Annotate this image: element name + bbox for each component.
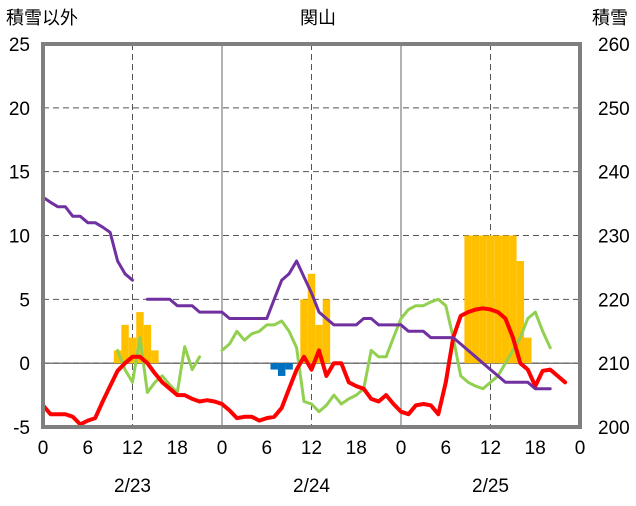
- bar: [121, 324, 129, 364]
- bar: [486, 235, 495, 364]
- x-tick-label: 18: [525, 438, 546, 459]
- x-tick-label: 0: [38, 438, 49, 459]
- right-tick-label: 240: [598, 163, 630, 184]
- bar: [143, 324, 152, 364]
- left-tick-label: 20: [9, 99, 30, 120]
- left-tick-label: -5: [13, 418, 30, 439]
- left-tick-label: 5: [19, 290, 30, 311]
- date-label: 2/25: [472, 476, 509, 497]
- axes: -5 0 5 10 15 20 25 200 210 220 230 240 250 260 0 6 12 18 0…: [9, 35, 630, 497]
- bar: [270, 363, 278, 370]
- right-tick-label: 230: [598, 227, 630, 248]
- x-tick-label: 0: [575, 438, 586, 459]
- bar: [524, 337, 532, 364]
- x-tick-label: 6: [82, 438, 93, 459]
- chart-title: 関山: [300, 8, 336, 28]
- x-tick-label: 6: [440, 438, 451, 459]
- bar: [151, 350, 159, 364]
- x-tick-label: 12: [122, 438, 143, 459]
- date-label: 2/23: [114, 476, 151, 497]
- x-tick-label: 18: [346, 438, 367, 459]
- series-line: [220, 297, 552, 414]
- right-tick-label: 250: [598, 99, 630, 120]
- plot-frame: [41, 42, 582, 429]
- bar: [128, 337, 137, 364]
- bar: [285, 363, 293, 370]
- left-axis-title: 積雪以外: [6, 8, 78, 28]
- right-tick-label: 260: [598, 35, 630, 56]
- series-line: [41, 195, 134, 282]
- bar: [509, 235, 517, 364]
- right-axis-title: 積雪: [592, 8, 628, 28]
- bar: [307, 273, 316, 364]
- bar: [322, 299, 331, 364]
- x-tick-label: 6: [261, 438, 272, 459]
- bar: [494, 235, 502, 364]
- series-line: [41, 306, 568, 427]
- x-tick-label: 18: [167, 438, 188, 459]
- bar: [471, 235, 480, 364]
- bar: [516, 261, 525, 364]
- bar: [479, 235, 487, 364]
- line-series: [41, 195, 568, 427]
- bar: [277, 363, 286, 376]
- x-tick-label: 12: [301, 438, 322, 459]
- right-tick-label: 210: [598, 354, 630, 375]
- left-tick-label: 25: [9, 35, 30, 56]
- x-tick-label: 12: [480, 438, 501, 459]
- bar: [315, 324, 323, 364]
- left-tick-label: 15: [9, 163, 30, 184]
- x-tick-label: 0: [396, 438, 407, 459]
- left-tick-label: 10: [9, 227, 30, 248]
- bar: [464, 235, 472, 364]
- bar: [300, 299, 308, 364]
- date-label: 2/24: [293, 476, 330, 497]
- left-tick-label: 0: [19, 354, 30, 375]
- bar: [113, 350, 122, 364]
- series-line: [145, 259, 552, 391]
- x-tick-label: 0: [217, 438, 228, 459]
- right-tick-label: 200: [598, 418, 630, 439]
- right-tick-label: 220: [598, 290, 630, 311]
- bar: [501, 235, 510, 364]
